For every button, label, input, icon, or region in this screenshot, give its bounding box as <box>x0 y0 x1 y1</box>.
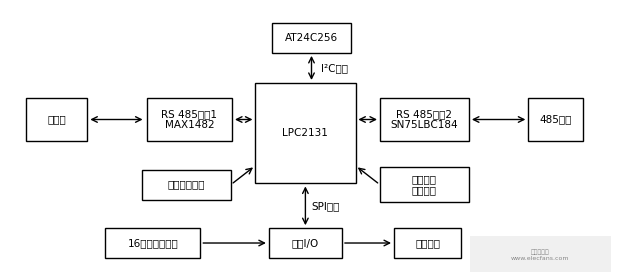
Text: 485电表: 485电表 <box>540 114 572 124</box>
Bar <box>142 170 231 199</box>
Bar <box>146 98 232 141</box>
Text: SPI接口: SPI接口 <box>312 201 340 211</box>
Bar <box>269 228 342 258</box>
Bar <box>255 83 356 183</box>
Bar <box>26 98 87 141</box>
Text: 扩展I/O: 扩展I/O <box>292 238 319 248</box>
Text: 数码显示: 数码显示 <box>415 238 440 248</box>
Bar <box>380 98 468 141</box>
Bar <box>380 167 468 202</box>
Text: LPC2131: LPC2131 <box>282 128 328 138</box>
Text: 地址选择开关: 地址选择开关 <box>168 180 205 190</box>
Text: 电子发烧友
www.elecfans.com: 电子发烧友 www.elecfans.com <box>511 250 569 261</box>
Bar <box>105 228 200 258</box>
Text: 集中器: 集中器 <box>47 114 66 124</box>
Bar <box>394 228 461 258</box>
Text: 电表模式
选择开关: 电表模式 选择开关 <box>412 174 437 196</box>
Bar <box>470 236 611 271</box>
Text: 16路脉冲表输入: 16路脉冲表输入 <box>127 238 178 248</box>
Bar <box>528 98 583 141</box>
Text: RS 485接口1
MAX1482: RS 485接口1 MAX1482 <box>161 109 217 130</box>
Text: RS 485接口2
SN75LBC184: RS 485接口2 SN75LBC184 <box>391 109 459 130</box>
Text: AT24C256: AT24C256 <box>285 33 338 43</box>
Bar <box>272 23 351 53</box>
Text: I²C接口: I²C接口 <box>321 63 348 73</box>
